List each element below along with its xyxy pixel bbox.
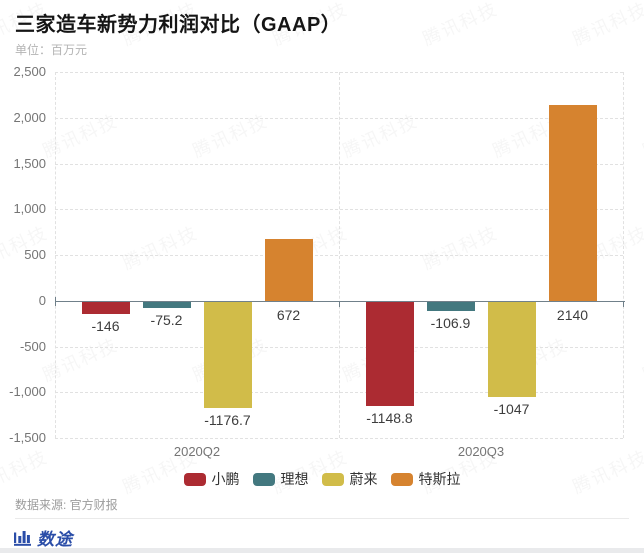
bar-value-label: -106.9 (430, 314, 471, 331)
y-axis-tick-label: 1,000 (13, 201, 46, 217)
axis-tick (55, 296, 56, 306)
y-axis-tick-label: -1,000 (9, 384, 46, 400)
legend-swatch-tesla (390, 472, 413, 486)
legend-label-tesla: 特斯拉 (418, 471, 461, 487)
bar-value-label: -1047 (493, 400, 530, 417)
bar-value-label: 672 (276, 306, 301, 323)
legend-item-li-auto: 理想 (252, 469, 309, 489)
unit-label: 单位：百万元 (15, 43, 88, 57)
y-axis-tick-label: -1,500 (9, 430, 46, 445)
bar-xpeng-2020q2 (81, 300, 130, 315)
y-axis-tick-label: -500 (19, 338, 46, 354)
page-title: 三家造车新势力利润对比（GAAP） (15, 14, 342, 36)
bottom-strip (0, 548, 644, 553)
y-axis-tick-label: 500 (24, 247, 46, 262)
bar-chart-icon (14, 531, 31, 546)
legend-label-nio: 蔚来 (349, 471, 378, 487)
bar-value-label: -1148.8 (366, 409, 413, 426)
bar-tesla-2020q2 (264, 239, 313, 301)
bar-value-label: -146 (91, 318, 120, 335)
axis-tick (339, 300, 340, 307)
h-gridline (55, 438, 623, 439)
y-axis-tick-label: 2,500 (13, 64, 46, 79)
v-gridline (55, 72, 56, 438)
legend-label-li-auto: 理想 (280, 471, 309, 487)
legend-item-nio: 蔚来 (321, 469, 378, 489)
x-axis-zero-line (55, 300, 625, 302)
y-axis-tick-label: 0 (38, 292, 46, 308)
bar-nio-2020q2 (203, 300, 252, 409)
bar-li-auto-2020q2 (142, 300, 191, 308)
chart-legend: 小鹏 理想 蔚来 特斯拉 (0, 469, 644, 489)
data-source-label: 数据来源: 官方财报 (15, 498, 118, 512)
bar-value-label: -75.2 (150, 311, 183, 328)
x-axis-category-label: 2020Q2 (173, 444, 221, 459)
bar-nio-2020q3 (487, 300, 536, 397)
y-axis-tick-label: 2,000 (13, 109, 46, 125)
legend-item-xpeng: 小鹏 (183, 469, 240, 489)
legend-swatch-xpeng (183, 472, 206, 486)
bar-li-auto-2020q3 (426, 300, 475, 311)
v-gridline (339, 72, 340, 438)
brand-logo: 数途 (14, 525, 73, 550)
legend-label-xpeng: 小鹏 (211, 471, 240, 487)
y-axis-tick-label: 1,500 (13, 155, 46, 171)
legend-item-tesla: 特斯拉 (390, 469, 461, 489)
x-axis-category-label: 2020Q3 (457, 444, 505, 459)
bar-value-label: -1176.7 (204, 412, 251, 429)
bar-tesla-2020q3 (548, 104, 597, 301)
legend-swatch-li-auto (252, 472, 275, 486)
bar-value-label: 2140 (556, 306, 589, 323)
axis-tick (623, 300, 624, 307)
bar-xpeng-2020q3 (365, 300, 414, 406)
footer-divider (15, 518, 629, 519)
legend-swatch-nio (321, 472, 344, 486)
logo-text: 数途 (37, 530, 73, 549)
v-gridline (623, 72, 624, 438)
